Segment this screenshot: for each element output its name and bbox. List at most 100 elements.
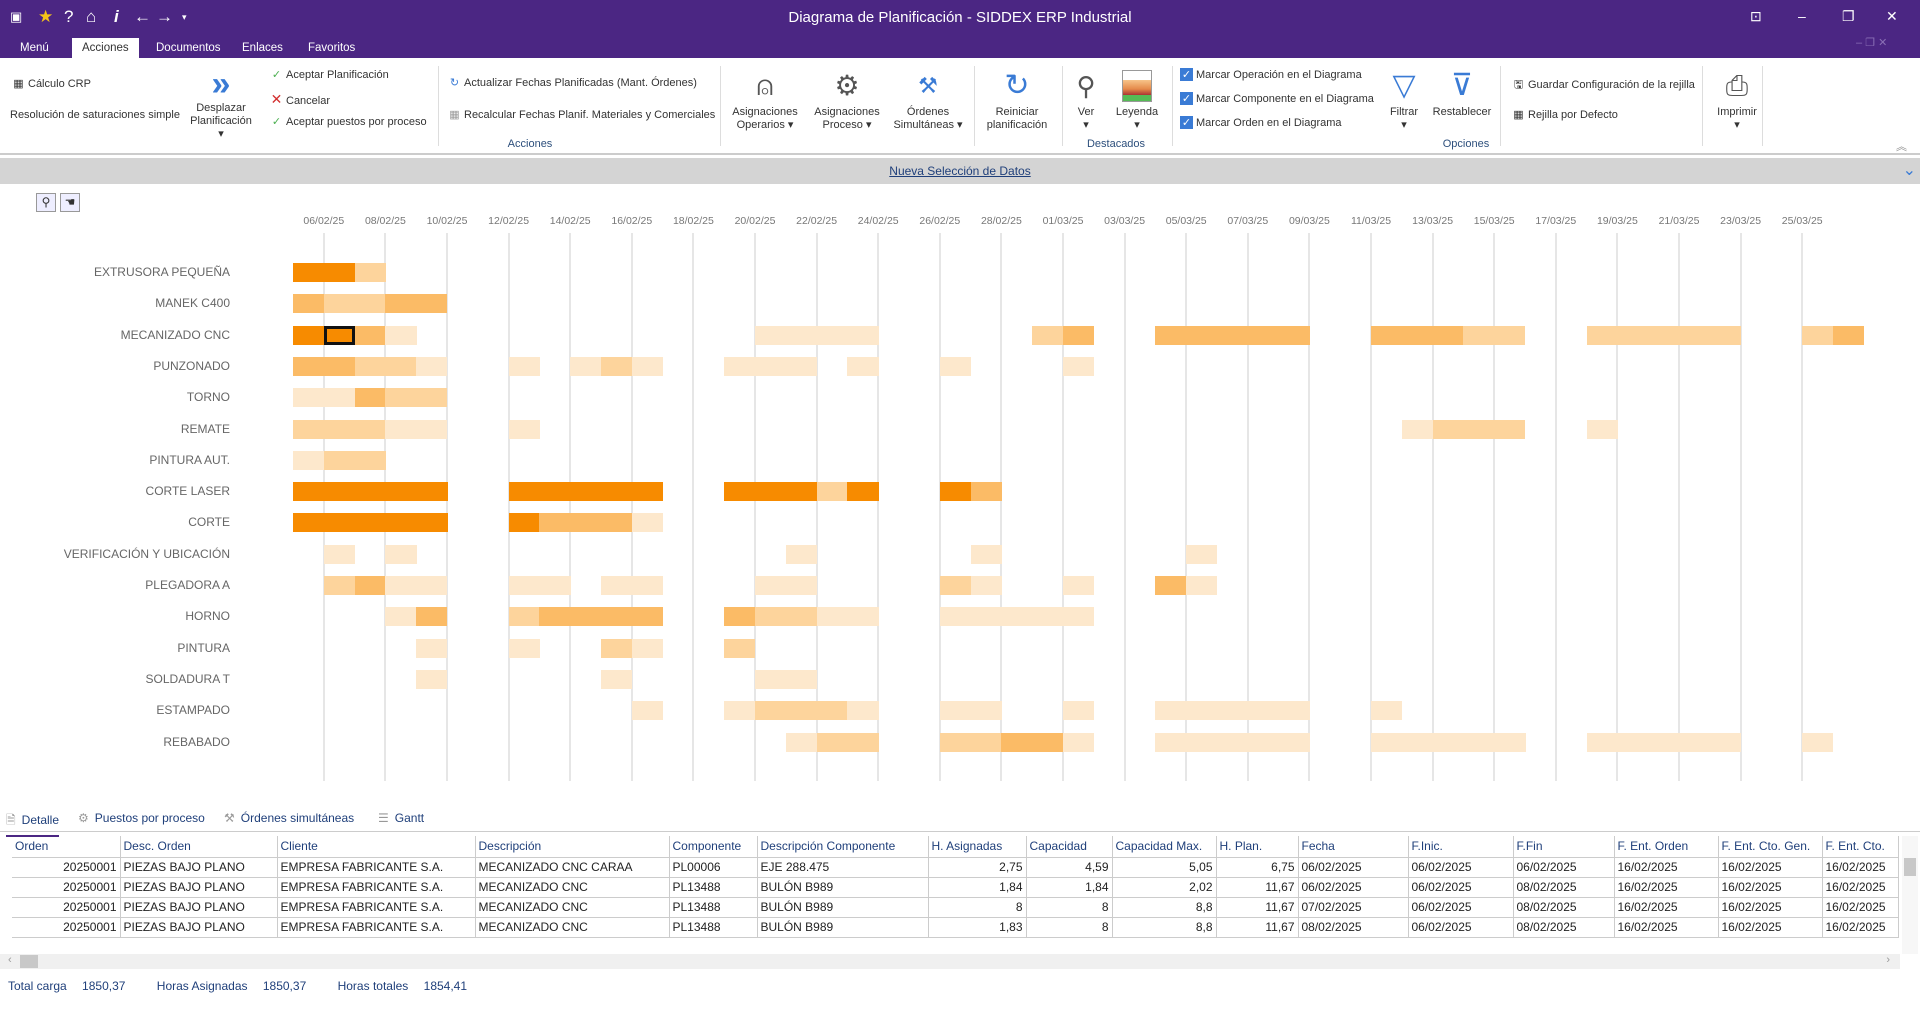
load-bar[interactable] [416, 356, 448, 376]
load-bar[interactable] [939, 576, 972, 595]
load-bar[interactable] [385, 294, 448, 314]
column-header[interactable]: Desc. Orden [120, 836, 278, 858]
load-bar[interactable] [508, 482, 664, 502]
load-bar[interactable] [385, 607, 417, 627]
load-bar[interactable] [601, 669, 633, 689]
load-bar[interactable] [385, 325, 417, 345]
cancelar-button[interactable]: ✕ Cancelar [270, 91, 330, 108]
column-header[interactable]: F.Inic. [1408, 836, 1514, 858]
load-bar[interactable] [601, 576, 664, 595]
load-bar[interactable] [724, 638, 756, 658]
load-bar[interactable] [724, 356, 818, 376]
tab--rdenes-simult-neas[interactable]: ⚒ Órdenes simultáneas [224, 811, 354, 825]
load-bar[interactable] [323, 294, 386, 314]
load-bar[interactable] [1155, 576, 1187, 595]
load-bar[interactable] [508, 638, 540, 658]
load-bar[interactable] [1155, 701, 1310, 721]
pan-hand-icon[interactable]: ☚ [60, 193, 80, 212]
load-bar[interactable] [1802, 732, 1834, 752]
tab-menu[interactable]: Menú [20, 42, 49, 54]
rejilla-defecto-button[interactable]: ▦ Rejilla por Defecto [1512, 108, 1618, 121]
load-bar[interactable] [631, 638, 664, 658]
column-header[interactable]: Fecha [1298, 836, 1409, 858]
load-bar[interactable] [755, 669, 818, 689]
load-bar[interactable] [323, 576, 356, 595]
load-bar[interactable] [847, 701, 879, 721]
column-header[interactable]: F. Ent. Orden [1614, 836, 1719, 858]
column-header[interactable]: H. Plan. [1216, 836, 1299, 858]
load-bar[interactable] [1063, 732, 1095, 752]
scroll-left-icon[interactable]: ‹ [8, 954, 12, 966]
load-bar[interactable] [570, 356, 602, 376]
load-bar[interactable] [293, 294, 325, 314]
load-bar[interactable] [970, 482, 1002, 502]
vertical-scrollbar[interactable] [1902, 836, 1918, 954]
load-bar[interactable] [1371, 701, 1403, 721]
asignaciones-proceso-button[interactable]: ⚙ Asignaciones Proceso ▾ [810, 66, 884, 132]
selected-load-cell[interactable] [323, 325, 356, 345]
load-bar[interactable] [1155, 732, 1310, 752]
column-header[interactable]: H. Asignadas [928, 836, 1027, 858]
star-icon[interactable]: ★ [38, 7, 54, 26]
load-bar[interactable] [1432, 419, 1526, 439]
load-bar[interactable] [508, 576, 571, 595]
nueva-seleccion-link[interactable]: Nueva Selección de Datos [889, 164, 1031, 178]
load-bar[interactable] [1371, 732, 1526, 752]
table-row[interactable]: 20250001 PIEZAS BAJO PLANO EMPRESA FABRICA… [12, 877, 1899, 898]
load-bar[interactable] [631, 356, 664, 376]
load-bar[interactable] [1155, 325, 1310, 345]
column-header[interactable]: Capacidad Max. [1112, 836, 1217, 858]
doc-minimize-button[interactable]: – ❐ ✕ [1856, 37, 1888, 49]
load-bar[interactable] [755, 607, 818, 627]
load-bar[interactable] [354, 388, 386, 408]
filtrar-button[interactable]: ▽ Filtrar ▾ [1382, 66, 1426, 132]
load-bar[interactable] [385, 544, 417, 564]
load-bar[interactable] [1186, 544, 1218, 564]
load-bar[interactable] [416, 607, 448, 627]
minimize-button[interactable]: – [1798, 8, 1806, 24]
forward-icon[interactable]: → [156, 7, 173, 26]
load-bar[interactable] [1186, 576, 1218, 595]
chevron-down-icon[interactable]: ⌄ [1902, 162, 1916, 179]
marcar-componente-checkbox[interactable]: ✓ Marcar Componente en el Diagrama [1180, 92, 1374, 105]
load-bar[interactable] [385, 576, 448, 595]
load-bar[interactable] [293, 513, 448, 533]
column-header[interactable]: Capacidad [1026, 836, 1113, 858]
load-bar[interactable] [939, 732, 1002, 752]
actualizar-fechas-button[interactable]: ↻ Actualizar Fechas Planificadas (Mant. Ó… [448, 76, 697, 89]
home-icon[interactable]: ⌂ [86, 7, 97, 26]
load-bar[interactable] [1063, 325, 1095, 345]
aceptar-planificacion-button[interactable]: ✓ Aceptar Planificación [270, 68, 389, 81]
load-bar[interactable] [1463, 325, 1526, 345]
marcar-operacion-checkbox[interactable]: ✓ Marcar Operación en el Diagrama [1180, 68, 1362, 81]
scroll-thumb[interactable] [1904, 858, 1916, 876]
ver-button[interactable]: ⚲ Ver ▾ [1066, 66, 1106, 132]
load-bar[interactable] [939, 356, 972, 376]
load-bar[interactable] [939, 482, 972, 502]
load-bar[interactable] [631, 513, 664, 533]
load-bar[interactable] [601, 638, 633, 658]
load-bar[interactable] [631, 701, 664, 721]
load-bar[interactable] [293, 450, 325, 470]
load-bar[interactable] [1001, 732, 1064, 752]
resolucion-saturaciones-button[interactable]: Resolución de saturaciones simple [10, 109, 180, 121]
aceptar-puestos-button[interactable]: ✓ Aceptar puestos por proceso [270, 115, 427, 128]
collapse-ribbon-icon[interactable]: ︽ [1896, 141, 1907, 153]
column-header[interactable]: F.Fin [1513, 836, 1615, 858]
load-bar[interactable] [1586, 419, 1618, 439]
tab-gantt[interactable]: ☰ Gantt [378, 811, 424, 825]
load-bar[interactable] [939, 701, 1002, 721]
load-bar[interactable] [601, 356, 633, 376]
tab-puestos-por-proceso[interactable]: ⚙ Puestos por proceso [78, 811, 205, 825]
load-bar[interactable] [323, 450, 386, 470]
load-bar[interactable] [293, 263, 356, 282]
tab-enlaces[interactable]: Enlaces [242, 42, 283, 54]
load-bar[interactable] [539, 607, 664, 627]
load-bar[interactable] [1401, 419, 1434, 439]
tab-detalle[interactable]: 🗎 Detalle [6, 811, 60, 837]
load-bar[interactable] [1586, 732, 1742, 752]
load-bar[interactable] [724, 482, 818, 502]
load-bar[interactable] [816, 607, 879, 627]
horizontal-scrollbar[interactable]: ‹ › [0, 954, 1900, 969]
restore-button[interactable]: ❐ [1842, 8, 1855, 24]
